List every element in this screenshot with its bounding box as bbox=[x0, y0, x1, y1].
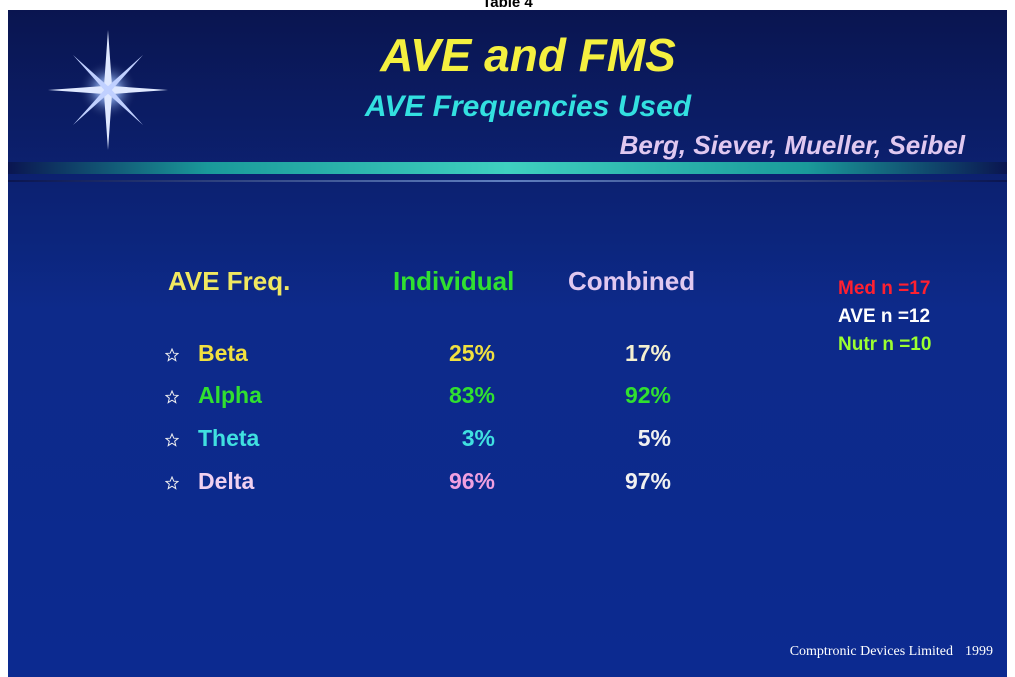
column-header: AVE Freq. bbox=[168, 266, 290, 297]
individual-value: 83% bbox=[449, 382, 495, 409]
legend-item: AVE n =12 bbox=[838, 306, 930, 328]
divider-thin bbox=[8, 180, 1007, 182]
column-header: Combined bbox=[568, 266, 695, 297]
combined-value: 92% bbox=[625, 382, 671, 409]
combined-value: 17% bbox=[625, 340, 671, 367]
subtitle: AVE Frequencies Used bbox=[8, 90, 1007, 124]
row-label: Theta bbox=[198, 425, 259, 452]
bullet-star bbox=[165, 476, 179, 490]
legend-item: Nutr n =10 bbox=[838, 334, 931, 356]
company: Comptronic Devices Limited bbox=[790, 644, 953, 659]
footer: Comptronic Devices Limited 1999 bbox=[790, 644, 993, 660]
page: Table 4 AVE and FMS AVE Frequencies Used… bbox=[0, 0, 1015, 677]
authors: Berg, Siever, Mueller, Seibel bbox=[620, 130, 965, 161]
legend-item: Med n =17 bbox=[838, 278, 930, 300]
individual-value: 25% bbox=[449, 340, 495, 367]
divider bbox=[8, 162, 1007, 174]
year: 1999 bbox=[965, 644, 993, 659]
row-label: Delta bbox=[198, 468, 254, 495]
bullet-star bbox=[165, 348, 179, 362]
bullet-star bbox=[165, 390, 179, 404]
bullet-star bbox=[165, 433, 179, 447]
slide: AVE and FMS AVE Frequencies Used Berg, S… bbox=[8, 10, 1007, 677]
title: AVE and FMS bbox=[8, 28, 1007, 82]
combined-value: 97% bbox=[625, 468, 671, 495]
individual-value: 96% bbox=[449, 468, 495, 495]
combined-value: 5% bbox=[638, 425, 671, 452]
row-label: Alpha bbox=[198, 382, 262, 409]
column-header: Individual bbox=[393, 266, 514, 297]
individual-value: 3% bbox=[462, 425, 495, 452]
row-label: Beta bbox=[198, 340, 248, 367]
